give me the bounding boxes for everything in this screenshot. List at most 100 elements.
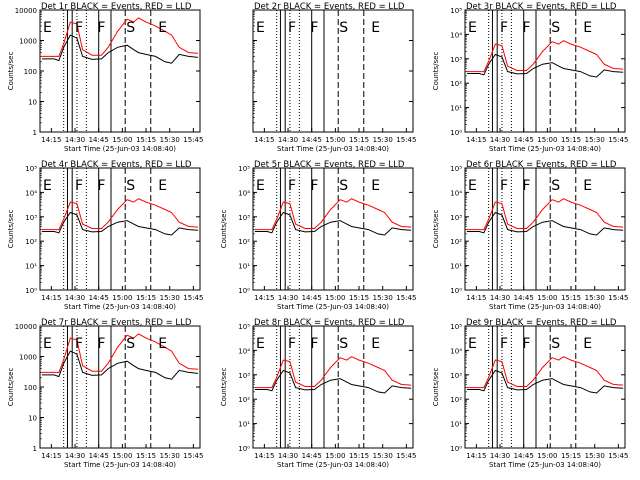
series-events-line bbox=[466, 53, 624, 78]
plot-frame bbox=[252, 325, 414, 449]
panel-title: Det 9r BLACK = Events, RED = LLD bbox=[466, 318, 617, 328]
x-tick-label: 15:30 bbox=[373, 136, 393, 144]
series-events-line bbox=[41, 34, 199, 64]
x-tick-label: 15:30 bbox=[585, 452, 605, 460]
x-axis-label: Start Time (25-Jun-03 14:08:40) bbox=[64, 145, 176, 153]
y-tick-label: 10000 bbox=[15, 323, 37, 331]
x-tick-label: 14:30 bbox=[490, 294, 510, 302]
panel-det-6r: Det 6r BLACK = Events, RED = LLD 10⁰ 10¹ 10… bbox=[432, 160, 628, 311]
x-axis-label: Start Time (25-Jun-03 14:08:40) bbox=[277, 461, 389, 469]
y-axis-label: Counts/sec bbox=[7, 52, 15, 91]
x-tick-label: 15:30 bbox=[160, 294, 180, 302]
y-tick-label: 100 bbox=[24, 384, 37, 392]
panel-det-5r: Det 5r BLACK = Events, RED = LLD 10⁰ 10¹ 10… bbox=[220, 160, 416, 311]
panel-det-2r: Det 2r BLACK = Events, RED = LLD 14:15 14:… bbox=[252, 2, 416, 153]
y-tick-label: 10² bbox=[238, 396, 250, 404]
y-tick-label: 10⁴ bbox=[238, 189, 250, 197]
marker-label: F bbox=[97, 20, 105, 36]
y-tick-label: 1000 bbox=[19, 354, 37, 362]
x-tick-label: 15:15 bbox=[136, 136, 156, 144]
x-tick-label: 14:45 bbox=[302, 294, 322, 302]
panel-det-9r: Det 9r BLACK = Events, RED = LLD 10⁰ 10¹ 10… bbox=[432, 318, 628, 469]
series-lld-line bbox=[466, 40, 624, 73]
panel-title: Det 7r BLACK = Events, RED = LLD bbox=[41, 318, 192, 328]
x-tick-label: 15:30 bbox=[160, 136, 180, 144]
plot-frame bbox=[464, 9, 626, 133]
y-tick-label: 10³ bbox=[238, 214, 250, 222]
panel-det-1r: Det 1r BLACK = Events, RED = LLD 1 10 100 10… bbox=[7, 2, 203, 153]
x-tick-label: 15:15 bbox=[136, 294, 156, 302]
panel-det-4r: Det 4r BLACK = Events, RED = LLD 10⁰ 10¹ 10… bbox=[7, 160, 203, 311]
marker-label: E bbox=[256, 336, 265, 352]
marker-label: E bbox=[583, 336, 592, 352]
x-tick-label: 15:45 bbox=[396, 452, 416, 460]
series-lld-line bbox=[41, 333, 199, 373]
marker-label: E bbox=[583, 178, 592, 194]
plot-frame bbox=[252, 167, 414, 291]
marker-label: F bbox=[288, 178, 296, 194]
panel-title: Det 1r BLACK = Events, RED = LLD bbox=[41, 2, 192, 12]
series-lld-line bbox=[254, 198, 412, 231]
y-tick-label: 10⁴ bbox=[450, 189, 462, 197]
marker-label: S bbox=[126, 20, 135, 36]
x-tick-label: 14:45 bbox=[302, 136, 322, 144]
y-axis-label: Counts/sec bbox=[432, 368, 440, 407]
x-tick-label: 15:45 bbox=[396, 294, 416, 302]
panel-det-7r: Det 7r BLACK = Events, RED = LLD 1 10 100 10… bbox=[7, 318, 203, 469]
panel-title: Det 4r BLACK = Events, RED = LLD bbox=[41, 160, 192, 170]
series-events-line bbox=[466, 369, 624, 394]
x-tick-label: 15:45 bbox=[183, 136, 203, 144]
x-tick-label: 15:15 bbox=[561, 452, 581, 460]
x-tick-label: 14:15 bbox=[41, 294, 61, 302]
x-tick-label: 14:45 bbox=[89, 294, 109, 302]
y-tick-label: 10¹ bbox=[238, 421, 250, 429]
x-tick-label: 15:30 bbox=[585, 294, 605, 302]
x-tick-label: 15:15 bbox=[349, 294, 369, 302]
x-tick-label: 14:45 bbox=[89, 452, 109, 460]
x-tick-label: 15:00 bbox=[325, 294, 345, 302]
x-tick-label: 14:30 bbox=[490, 452, 510, 460]
panel-container: Det 1r BLACK = Events, RED = LLD 1 10 100 10… bbox=[7, 2, 628, 469]
y-tick-label: 10² bbox=[450, 396, 462, 404]
marker-label: F bbox=[500, 178, 508, 194]
x-tick-label: 15:30 bbox=[585, 136, 605, 144]
x-tick-label: 15:00 bbox=[112, 294, 132, 302]
y-tick-label: 100 bbox=[24, 68, 37, 76]
marker-label: S bbox=[339, 20, 348, 36]
x-tick-label: 15:15 bbox=[561, 136, 581, 144]
y-tick-label: 10⁴ bbox=[450, 31, 462, 39]
y-tick-label: 10¹ bbox=[450, 263, 462, 271]
marker-label: F bbox=[310, 20, 318, 36]
x-tick-label: 15:45 bbox=[608, 452, 628, 460]
x-tick-label: 15:00 bbox=[325, 136, 345, 144]
marker-label: E bbox=[371, 20, 380, 36]
marker-label: E bbox=[468, 178, 477, 194]
marker-label: E bbox=[43, 20, 52, 36]
x-tick-label: 14:30 bbox=[490, 136, 510, 144]
plot-frame bbox=[39, 167, 201, 291]
x-tick-label: 14:15 bbox=[254, 452, 274, 460]
marker-label: S bbox=[126, 178, 135, 194]
x-tick-label: 14:30 bbox=[278, 294, 298, 302]
marker-label: F bbox=[522, 336, 530, 352]
series-lld-line bbox=[41, 198, 199, 231]
marker-label: F bbox=[75, 178, 83, 194]
x-axis-label: Start Time (25-Jun-03 14:08:40) bbox=[489, 303, 601, 311]
x-tick-label: 15:00 bbox=[537, 452, 557, 460]
marker-label: F bbox=[522, 178, 530, 194]
y-tick-label: 10⁰ bbox=[25, 287, 37, 295]
y-tick-label: 10⁵ bbox=[25, 165, 37, 173]
y-tick-label: 10¹ bbox=[450, 421, 462, 429]
marker-label: F bbox=[310, 178, 318, 194]
y-tick-label: 10¹ bbox=[238, 263, 250, 271]
x-tick-label: 15:00 bbox=[112, 452, 132, 460]
x-tick-label: 15:00 bbox=[112, 136, 132, 144]
marker-label: E bbox=[468, 336, 477, 352]
y-tick-label: 10⁴ bbox=[25, 189, 37, 197]
y-tick-label: 10¹ bbox=[450, 105, 462, 113]
y-tick-label: 1 bbox=[33, 129, 37, 137]
x-tick-label: 14:45 bbox=[89, 136, 109, 144]
marker-label: E bbox=[43, 178, 52, 194]
marker-label: E bbox=[371, 178, 380, 194]
y-tick-label: 10⁰ bbox=[238, 445, 250, 453]
